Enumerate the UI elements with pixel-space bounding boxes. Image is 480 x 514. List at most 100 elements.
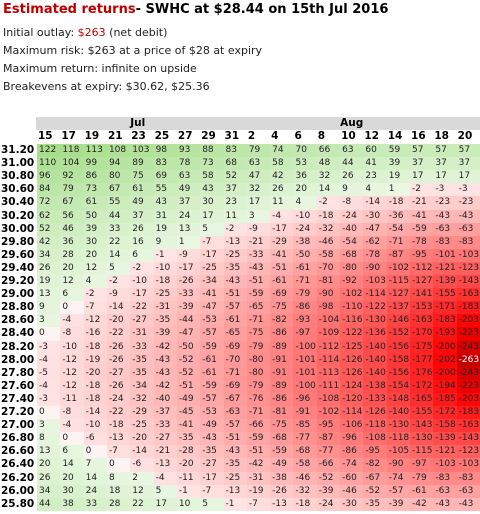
return-cell: -89 [270, 379, 294, 394]
return-cell: 44 [37, 497, 61, 512]
return-cell: -68 [270, 432, 294, 446]
return-cell: -22 [130, 301, 155, 315]
return-cell: -203 [456, 392, 480, 407]
return-cell: 44 [106, 209, 131, 224]
return-cell: 42 [270, 170, 294, 184]
return-cell: -18 [293, 497, 318, 512]
return-cell: -57 [223, 301, 248, 315]
price-label: 26.20 [1, 471, 35, 484]
return-cell: -91 [293, 406, 318, 420]
return-cell: -104 [316, 314, 341, 328]
return-cell: -65 [223, 327, 248, 341]
return-cell: 23 [363, 170, 388, 184]
return-cell: -66 [246, 419, 271, 433]
return-cell: -67 [363, 471, 388, 486]
return-cell: -74 [340, 458, 364, 472]
return-cell: -3 [456, 183, 480, 197]
return-cell: -61 [270, 275, 294, 289]
return-cell: 83 [223, 144, 248, 158]
return-cell: -42 [153, 379, 178, 394]
return-cell: -81 [270, 406, 294, 420]
return-cell: -86 [270, 327, 294, 341]
return-cell: -2 [410, 183, 434, 197]
return-cell: 17 [246, 196, 271, 210]
return-cell: -38 [293, 235, 318, 250]
day-label: 6 [294, 130, 302, 142]
return-cell: -148 [386, 392, 411, 407]
return-cell: -61 [200, 353, 225, 368]
return-cell: -57 [200, 327, 225, 341]
month-label: Aug [340, 117, 364, 129]
return-cell: -76 [246, 392, 271, 407]
return-cell: 5 [106, 261, 131, 276]
return-cell: -41 [410, 209, 434, 224]
return-cell: -4 [270, 209, 294, 224]
return-cell: -200 [433, 340, 458, 355]
return-cell: -130 [386, 419, 411, 433]
return-cell: -80 [246, 353, 271, 368]
return-cell: -63 [456, 484, 480, 499]
return-cell: -14 [106, 301, 131, 315]
summary-line: Maximum return: infinite on upside [3, 62, 197, 75]
return-cell: 67 [106, 183, 131, 197]
return-cell: -2 [223, 222, 248, 237]
return-cell: 79 [246, 144, 271, 158]
title: Estimated returns [3, 2, 136, 17]
return-cell: -155 [433, 288, 458, 302]
return-cell: -26 [106, 379, 131, 394]
return-cell: -54 [386, 222, 411, 237]
return-cell: -18 [83, 379, 108, 394]
return-cell: -27 [106, 366, 131, 381]
return-cell: -71 [246, 406, 271, 420]
return-cell: -11 [60, 392, 85, 407]
return-cell: -140 [386, 406, 411, 420]
return-cell: 0 [37, 406, 61, 420]
return-cell: -37 [153, 406, 178, 420]
return-cell: -63 [456, 222, 480, 237]
return-cell: -26 [270, 484, 294, 499]
return-cell: 59 [386, 144, 411, 158]
return-cell: 26 [37, 261, 61, 276]
day-label: 18 [434, 130, 449, 142]
return-cell: 17 [433, 170, 458, 184]
return-cell: -50 [176, 340, 201, 355]
return-cell: -35 [363, 497, 388, 512]
return-cell: 58 [270, 157, 294, 171]
return-cell: -113 [316, 366, 341, 381]
return-cell: -79 [246, 379, 271, 394]
return-cell: -140 [363, 353, 388, 368]
return-cell: 4 [363, 183, 388, 197]
return-cell: -52 [176, 353, 201, 368]
return-cell: -7 [106, 445, 131, 459]
return-cell: 55 [106, 196, 131, 210]
return-cell: -194 [433, 379, 458, 394]
return-cell: -2 [316, 196, 341, 210]
return-cell: -51 [246, 275, 271, 289]
return-cell: -102 [316, 406, 341, 420]
return-cell: 17 [153, 497, 178, 512]
return-cell: -21 [153, 445, 178, 459]
return-cell: -153 [410, 301, 434, 315]
return-cell: -130 [410, 432, 434, 446]
return-cell: -13 [223, 235, 248, 250]
return-cell: -79 [246, 340, 271, 355]
return-cell: -52 [316, 471, 341, 486]
return-cell: -223 [456, 327, 480, 341]
return-cell: -125 [340, 340, 364, 355]
return-cell: -32 [293, 484, 318, 499]
return-cell: -18 [83, 392, 108, 407]
return-cell: -12 [60, 353, 85, 368]
return-cell: -29 [270, 235, 294, 250]
return-cell: -69 [223, 340, 248, 355]
return-cell: -101 [433, 248, 458, 263]
return-cell: 75 [130, 170, 155, 184]
return-cell: 69 [153, 170, 178, 184]
return-cell: 19 [153, 222, 178, 237]
day-label: 17 [61, 130, 76, 142]
return-cell: -31 [153, 301, 178, 315]
return-cell: -80 [246, 366, 271, 381]
return-cell: -4 [37, 353, 61, 368]
return-cell: -155 [410, 406, 434, 420]
price-label: 25.80 [1, 497, 35, 510]
return-cell: -122 [340, 327, 364, 341]
